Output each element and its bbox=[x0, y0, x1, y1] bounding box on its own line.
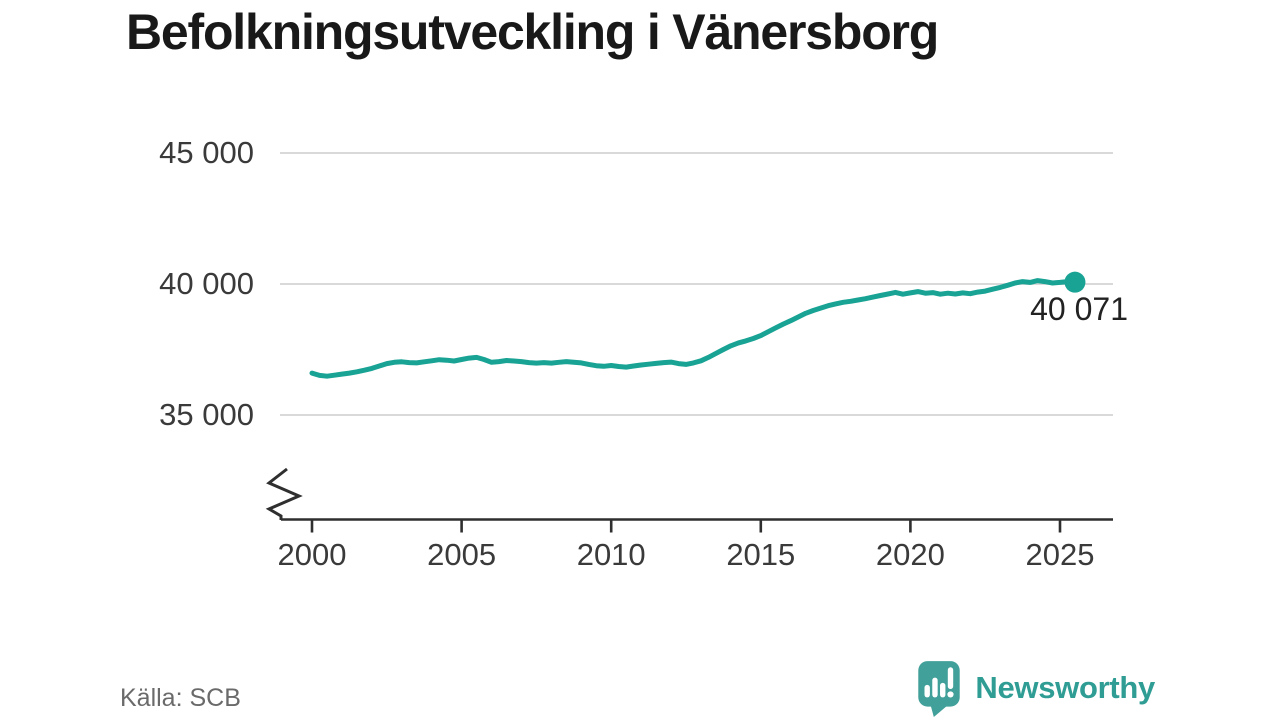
x-axis-tick-label: 2025 bbox=[1025, 537, 1095, 572]
x-axis-tick-label: 2000 bbox=[277, 537, 347, 572]
last-value-label: 40 071 bbox=[1030, 291, 1128, 327]
line-end-dot bbox=[1064, 271, 1086, 293]
axis-break-zigzag bbox=[265, 467, 303, 520]
newsworthy-bubble-chart-icon bbox=[918, 661, 961, 717]
source-note: Källa: SCB bbox=[120, 684, 241, 712]
y-axis-tick-label: 40 000 bbox=[159, 266, 254, 301]
x-axis-tick-label: 2015 bbox=[726, 537, 796, 572]
brand-name: Newsworthy bbox=[975, 670, 1155, 705]
newsworthy-logo: Newsworthy bbox=[916, 659, 1155, 717]
population-line bbox=[309, 278, 1078, 379]
x-axis-tick-label: 2010 bbox=[576, 537, 646, 572]
y-axis-tick-label: 45 000 bbox=[159, 135, 254, 170]
y-axis-tick-label: 35 000 bbox=[159, 397, 254, 432]
x-axis-tick-label: 2020 bbox=[875, 537, 945, 572]
chart-title: Befolkningsutveckling i Vänersborg bbox=[126, 4, 939, 60]
x-axis-tick-label: 2005 bbox=[427, 537, 497, 572]
